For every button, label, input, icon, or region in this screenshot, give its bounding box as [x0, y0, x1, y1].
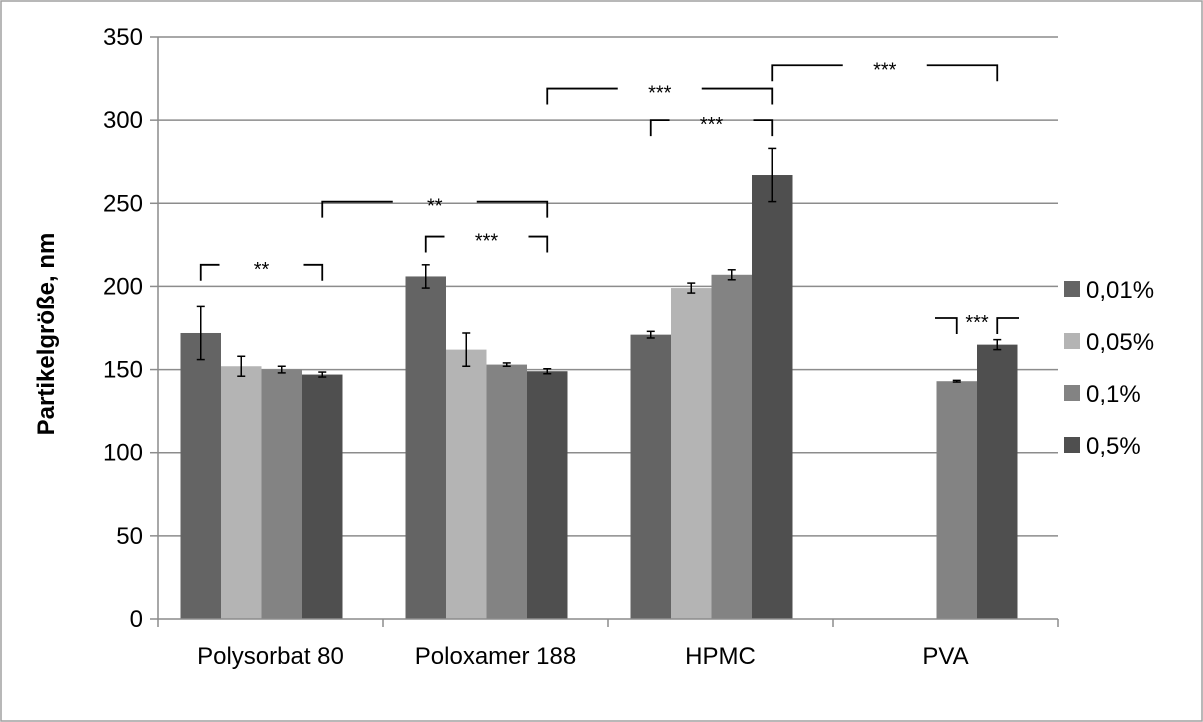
significance-bracket — [199, 263, 324, 281]
legend-swatch — [1064, 385, 1080, 401]
significance-brackets: ******************* — [199, 59, 1019, 335]
bar — [221, 366, 262, 619]
y-tick-label: 50 — [116, 523, 143, 550]
y-tick-label: 0 — [130, 606, 143, 633]
axes: 0 50 100 150 200 250 300 350 Polysorbat 80 Poloxa… — [103, 24, 1059, 670]
bar — [527, 371, 568, 619]
bar — [936, 381, 977, 619]
legend: 0,01% 0,05% 0,1% 0,5% — [1064, 277, 1154, 460]
x-category-label: Poloxamer 188 — [415, 643, 576, 670]
y-tick-label: 150 — [103, 357, 143, 384]
bar — [630, 334, 671, 619]
significance-bracket — [935, 317, 1019, 335]
bar — [977, 344, 1018, 619]
significance-label: ** — [427, 196, 443, 218]
y-tick-label: 200 — [103, 273, 143, 300]
y-tick-label: 100 — [103, 440, 143, 467]
legend-label: 0,5% — [1086, 433, 1141, 460]
y-axis-title: Partikelgröße, nm — [33, 233, 60, 436]
bar — [446, 349, 487, 619]
significance-label: ** — [254, 259, 270, 281]
legend-label: 0,05% — [1086, 329, 1154, 356]
bar — [752, 175, 793, 619]
bar — [180, 332, 221, 619]
significance-label: *** — [965, 312, 989, 334]
significance-bracket — [546, 87, 774, 105]
bar — [405, 276, 446, 619]
bar — [302, 374, 343, 619]
bar — [671, 288, 712, 619]
x-category-label: PVA — [922, 643, 968, 670]
significance-bracket — [771, 64, 999, 82]
y-tick-label: 350 — [103, 24, 143, 51]
y-tick-label: 300 — [103, 107, 143, 134]
bars — [180, 175, 1018, 619]
legend-label: 0,1% — [1086, 381, 1141, 408]
x-category-label: Polysorbat 80 — [197, 643, 344, 670]
y-tick-label: 250 — [103, 190, 143, 217]
significance-bracket — [424, 235, 549, 253]
significance-bracket — [321, 200, 549, 218]
bar — [486, 364, 527, 619]
significance-label: *** — [475, 231, 499, 253]
legend-swatch — [1064, 281, 1080, 297]
significance-label: *** — [648, 83, 672, 105]
legend-label: 0,01% — [1086, 277, 1154, 304]
significance-label: *** — [873, 59, 897, 81]
significance-bracket — [649, 119, 774, 137]
significance-label: *** — [700, 114, 724, 136]
legend-swatch — [1064, 333, 1080, 349]
error-bars — [196, 147, 1002, 383]
legend-swatch — [1064, 437, 1080, 453]
bar — [261, 369, 302, 619]
bar — [711, 274, 752, 619]
x-category-label: HPMC — [685, 643, 756, 670]
